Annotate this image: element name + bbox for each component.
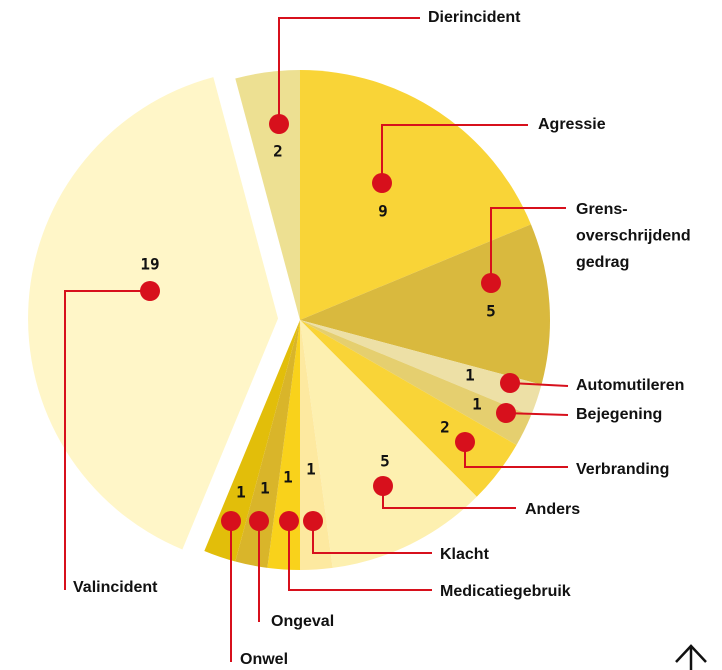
category-label: Onwel [240,651,288,668]
label-dot [279,511,299,531]
leader-line [288,521,432,591]
category-label: Automutileren [576,377,684,394]
data-label: 19 [140,255,159,274]
data-label: 1 [472,395,482,414]
label-dot [455,432,475,452]
category-label: Medicatiegebruik [440,583,571,600]
pie-slice [300,320,333,570]
leader-line [490,207,566,283]
pie-slice [300,224,551,385]
label-dot [249,511,269,531]
category-label: Ongeval [271,613,334,630]
pie-slice [300,320,542,416]
category-label: Anders [525,501,580,518]
pie-slice [204,320,300,562]
data-label: 5 [486,302,496,321]
category-label: Agressie [538,116,606,133]
label-dot [496,403,516,423]
label-dot [373,476,393,496]
pie-slice [267,320,300,570]
label-dot [372,173,392,193]
data-label: 1 [283,468,293,487]
label-dot [221,511,241,531]
pie-slice [28,77,279,550]
pie [28,70,551,570]
pie-slice [300,320,517,497]
data-label: 2 [273,142,283,161]
label-dot [140,281,160,301]
label-dot [500,373,520,393]
pie-slice [300,70,531,320]
pie-slice [300,320,531,445]
leader-line [64,290,150,590]
leader-line [278,17,420,124]
pie-slice [300,320,477,568]
category-label: Verbranding [576,461,669,478]
category-label: Grens-overschrijdend gedrag [576,201,691,271]
category-label: Bejegening [576,406,662,423]
label-dot [303,511,323,531]
data-label: 1 [236,483,246,502]
label-dot [481,273,501,293]
label-dot [269,114,289,134]
category-label: Valincident [73,579,158,596]
category-label: Klacht [440,546,490,563]
leader-line [312,521,432,554]
data-label: 2 [440,418,450,437]
data-label: 5 [380,452,390,471]
scroll-up-icon[interactable] [675,644,707,670]
category-label: Dierincident [428,9,521,26]
leader-line [381,124,528,183]
data-label: 1 [465,366,475,385]
data-label: 1 [306,460,316,479]
pie-slice [235,320,300,568]
leader-line [505,412,569,416]
data-label: 9 [378,202,388,221]
data-label: 1 [260,479,270,498]
